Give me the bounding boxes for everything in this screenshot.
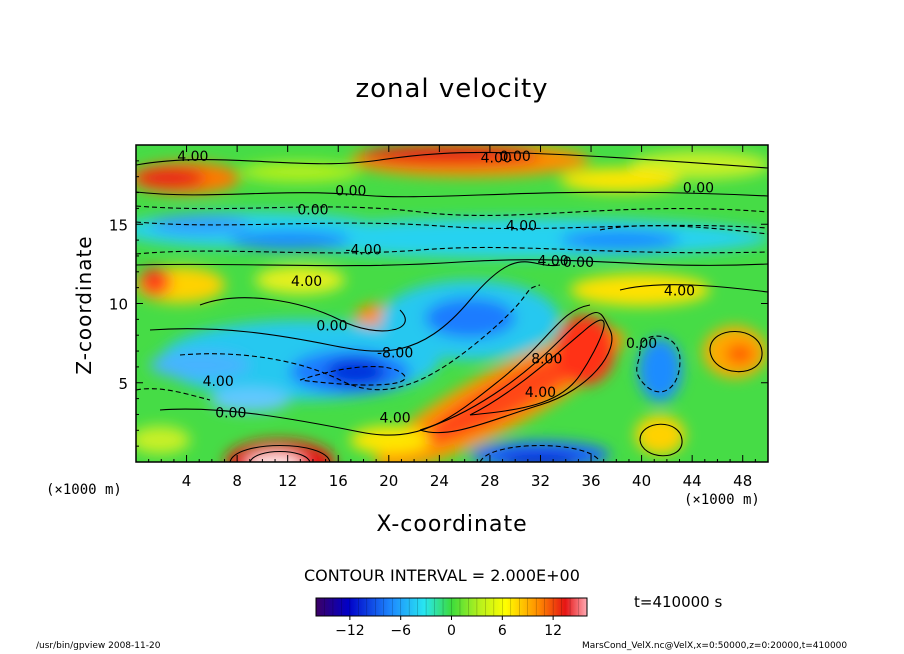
contour-label: 4.00: [525, 385, 556, 401]
contour-labels: 4.00 4.000.000.00 0.000.004.00-4.004.000.0…: [177, 149, 714, 427]
x-tick-label: 44: [683, 472, 702, 490]
colorbar-tick-label: −6: [390, 623, 411, 639]
x-axis-label: X-coordinate: [376, 512, 528, 537]
y-tick-label: 5: [118, 375, 128, 393]
contour-label: 0.00: [335, 184, 366, 200]
colorbar-tick-label: 0: [447, 623, 456, 639]
contour-label: 0.00: [683, 181, 714, 197]
contour-label: 4.00: [538, 253, 569, 269]
contour-label: 4.00: [291, 274, 322, 290]
contour-label: 4.00: [177, 149, 208, 165]
colorbar: −12 −6 0 6 12: [315, 597, 588, 639]
x-tick-label: 32: [531, 472, 550, 490]
x-tick-label: 20: [379, 472, 398, 490]
y-axis-label: Z-coordinate: [72, 235, 96, 375]
velocity-field: [136, 145, 768, 462]
contour-label: -4.00: [345, 242, 381, 258]
contour-label: 0.00: [500, 149, 531, 165]
x-unit-label-right: (×1000 m): [684, 492, 760, 508]
contour-label: 0.00: [563, 255, 594, 271]
contour-label: 4.00: [506, 219, 537, 235]
contour-label: 4.00: [481, 150, 512, 166]
x-tick-label: 4: [182, 472, 192, 490]
x-unit-label-left: (×1000 m): [46, 482, 122, 498]
colorbar-ticks: −12 −6 0 6 12: [315, 598, 588, 639]
contour-interval-label: CONTOUR INTERVAL = 2.000E+00: [304, 566, 580, 585]
x-tick-label: 8: [232, 472, 242, 490]
chart-title: zonal velocity: [355, 74, 549, 104]
footer-program: /usr/bin/gpview 2008-11-20: [36, 641, 161, 651]
colorbar-tick-label: 12: [544, 623, 562, 639]
x-tick-label: 24: [430, 472, 449, 490]
contour-label: 0.00: [215, 406, 246, 422]
y-tick-label: 10: [109, 296, 128, 314]
plot-area: 4.00 4.000.000.00 0.000.004.00-4.004.000.0…: [109, 144, 769, 490]
x-tick-label: 36: [581, 472, 600, 490]
contour-label: 4.00: [380, 410, 411, 426]
x-tick-label: 40: [632, 472, 651, 490]
contour-label: 0.00: [316, 318, 347, 334]
contour-lines: [136, 151, 768, 462]
x-tick-label: 16: [329, 472, 348, 490]
contour-label: 8.00: [531, 352, 562, 368]
x-tick-label: 48: [733, 472, 752, 490]
x-tick-label: 28: [480, 472, 499, 490]
contour-label: 4.00: [664, 284, 695, 300]
colorbar-tick-label: −12: [335, 623, 365, 639]
colorbar-tick-label: 6: [498, 623, 507, 639]
x-tick-label: 12: [278, 472, 297, 490]
contour-label: 0.00: [297, 203, 328, 219]
contour-label: 4.00: [203, 374, 234, 390]
contour-label: -8.00: [377, 345, 413, 361]
time-label: t=410000 s: [634, 593, 723, 611]
footer-source: MarsCond_VelX.nc@VelX,x=0:50000,z=0:2000…: [582, 641, 848, 651]
y-tick-label: 15: [109, 216, 128, 234]
contour-label: 0.00: [626, 336, 657, 352]
